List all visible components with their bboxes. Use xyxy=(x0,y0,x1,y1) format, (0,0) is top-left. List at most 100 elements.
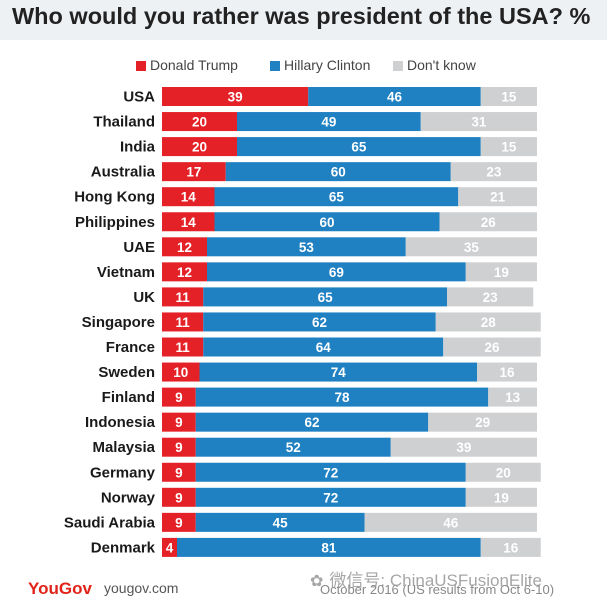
category-label: Sweden xyxy=(98,364,155,381)
legend: Donald Trump Hillary Clinton Don't know xyxy=(0,57,607,75)
data-label: 28 xyxy=(481,315,497,330)
data-label: 19 xyxy=(494,265,509,280)
data-label: 53 xyxy=(299,240,315,255)
category-label: Germany xyxy=(90,464,156,481)
legend-swatch xyxy=(393,61,403,71)
category-label: Hong Kong xyxy=(74,189,155,206)
clinton-bar xyxy=(237,137,481,157)
data-label: 46 xyxy=(443,515,459,530)
trump-bar xyxy=(162,537,177,557)
clinton-bar xyxy=(214,187,459,207)
data-label: 11 xyxy=(175,340,190,355)
trump-bar xyxy=(162,162,226,182)
category-label: Thailand xyxy=(93,114,155,131)
data-label: 26 xyxy=(481,215,497,230)
chart-title: Who would you rather was president of th… xyxy=(12,3,591,29)
clinton-bar xyxy=(177,537,481,557)
trump-bar xyxy=(162,337,204,357)
category-label: Finland xyxy=(102,389,155,406)
data-label: 14 xyxy=(181,215,197,230)
data-label: 31 xyxy=(471,115,487,130)
data-label: 72 xyxy=(323,490,338,505)
category-label: Australia xyxy=(91,164,156,181)
data-label: 9 xyxy=(175,390,183,405)
yougov-logo: YouGov xyxy=(28,579,92,598)
data-label: 52 xyxy=(286,440,301,455)
legend-swatch xyxy=(136,61,146,71)
dont-know-bar xyxy=(450,162,537,182)
category-label: Denmark xyxy=(91,539,156,556)
dont-know-bar xyxy=(390,437,537,457)
data-label: 9 xyxy=(175,490,183,505)
data-label: 13 xyxy=(505,390,521,405)
data-label: 23 xyxy=(483,290,499,305)
clinton-bar xyxy=(195,462,466,482)
data-label: 62 xyxy=(304,415,319,430)
legend-item: Hillary Clinton xyxy=(270,57,370,73)
data-label: 19 xyxy=(494,490,509,505)
trump-bar xyxy=(162,462,196,482)
dont-know-bar xyxy=(465,262,537,282)
category-label: Vietnam xyxy=(97,264,155,281)
clinton-bar xyxy=(308,87,481,106)
trump-bar xyxy=(162,487,196,507)
clinton-bar xyxy=(199,362,477,382)
data-label: 60 xyxy=(331,165,346,180)
trump-bar xyxy=(162,87,309,106)
data-label: 35 xyxy=(464,240,480,255)
legend-item: Donald Trump xyxy=(136,57,238,73)
clinton-bar xyxy=(207,262,466,282)
dont-know-bar xyxy=(439,212,537,232)
category-label: UAE xyxy=(123,239,155,256)
dont-know-bar xyxy=(458,187,537,207)
dont-know-bar xyxy=(405,237,537,257)
trump-bar xyxy=(162,387,196,407)
category-label: UK xyxy=(133,289,155,306)
data-label: 20 xyxy=(192,115,207,130)
legend-label: Hillary Clinton xyxy=(284,57,371,73)
category-label: Philippines xyxy=(75,214,155,231)
trump-bar xyxy=(162,437,196,457)
data-label: 12 xyxy=(177,240,192,255)
data-label: 60 xyxy=(319,215,334,230)
trump-bar xyxy=(162,137,237,157)
data-label: 46 xyxy=(387,90,403,105)
title-bar: Who would you rather was president of th… xyxy=(0,0,607,40)
clinton-bar xyxy=(203,337,444,357)
category-label: Malaysia xyxy=(92,439,155,456)
clinton-bar xyxy=(214,212,440,232)
category-label: India xyxy=(120,139,156,156)
trump-bar xyxy=(162,412,196,432)
data-label: 64 xyxy=(316,340,332,355)
clinton-bar xyxy=(195,512,365,532)
data-label: 11 xyxy=(175,290,190,305)
data-label: 39 xyxy=(456,440,471,455)
legend-swatch xyxy=(270,61,280,71)
category-label: Norway xyxy=(101,489,156,506)
data-label: 74 xyxy=(331,365,347,380)
data-label: 12 xyxy=(177,265,192,280)
data-label: 15 xyxy=(501,140,517,155)
dont-know-bar xyxy=(428,412,537,432)
dont-know-bar xyxy=(480,87,537,106)
clinton-bar xyxy=(203,287,447,307)
clinton-bar xyxy=(195,387,489,407)
dont-know-bar xyxy=(443,337,541,357)
data-label: 65 xyxy=(329,190,345,205)
category-label: Saudi Arabia xyxy=(64,514,156,531)
data-label: 49 xyxy=(321,115,336,130)
dont-know-bar xyxy=(480,137,537,157)
data-label: 29 xyxy=(475,415,490,430)
footer-site-link[interactable]: yougov.com xyxy=(104,580,179,596)
clinton-bar xyxy=(237,112,421,132)
trump-bar xyxy=(162,312,204,332)
data-label: 72 xyxy=(323,465,338,480)
category-label: Indonesia xyxy=(85,414,156,431)
trump-bar xyxy=(162,187,215,207)
data-label: 26 xyxy=(484,340,500,355)
dont-know-bar xyxy=(465,462,541,482)
data-label: 62 xyxy=(312,315,327,330)
data-label: 9 xyxy=(175,440,183,455)
data-label: 10 xyxy=(173,365,188,380)
